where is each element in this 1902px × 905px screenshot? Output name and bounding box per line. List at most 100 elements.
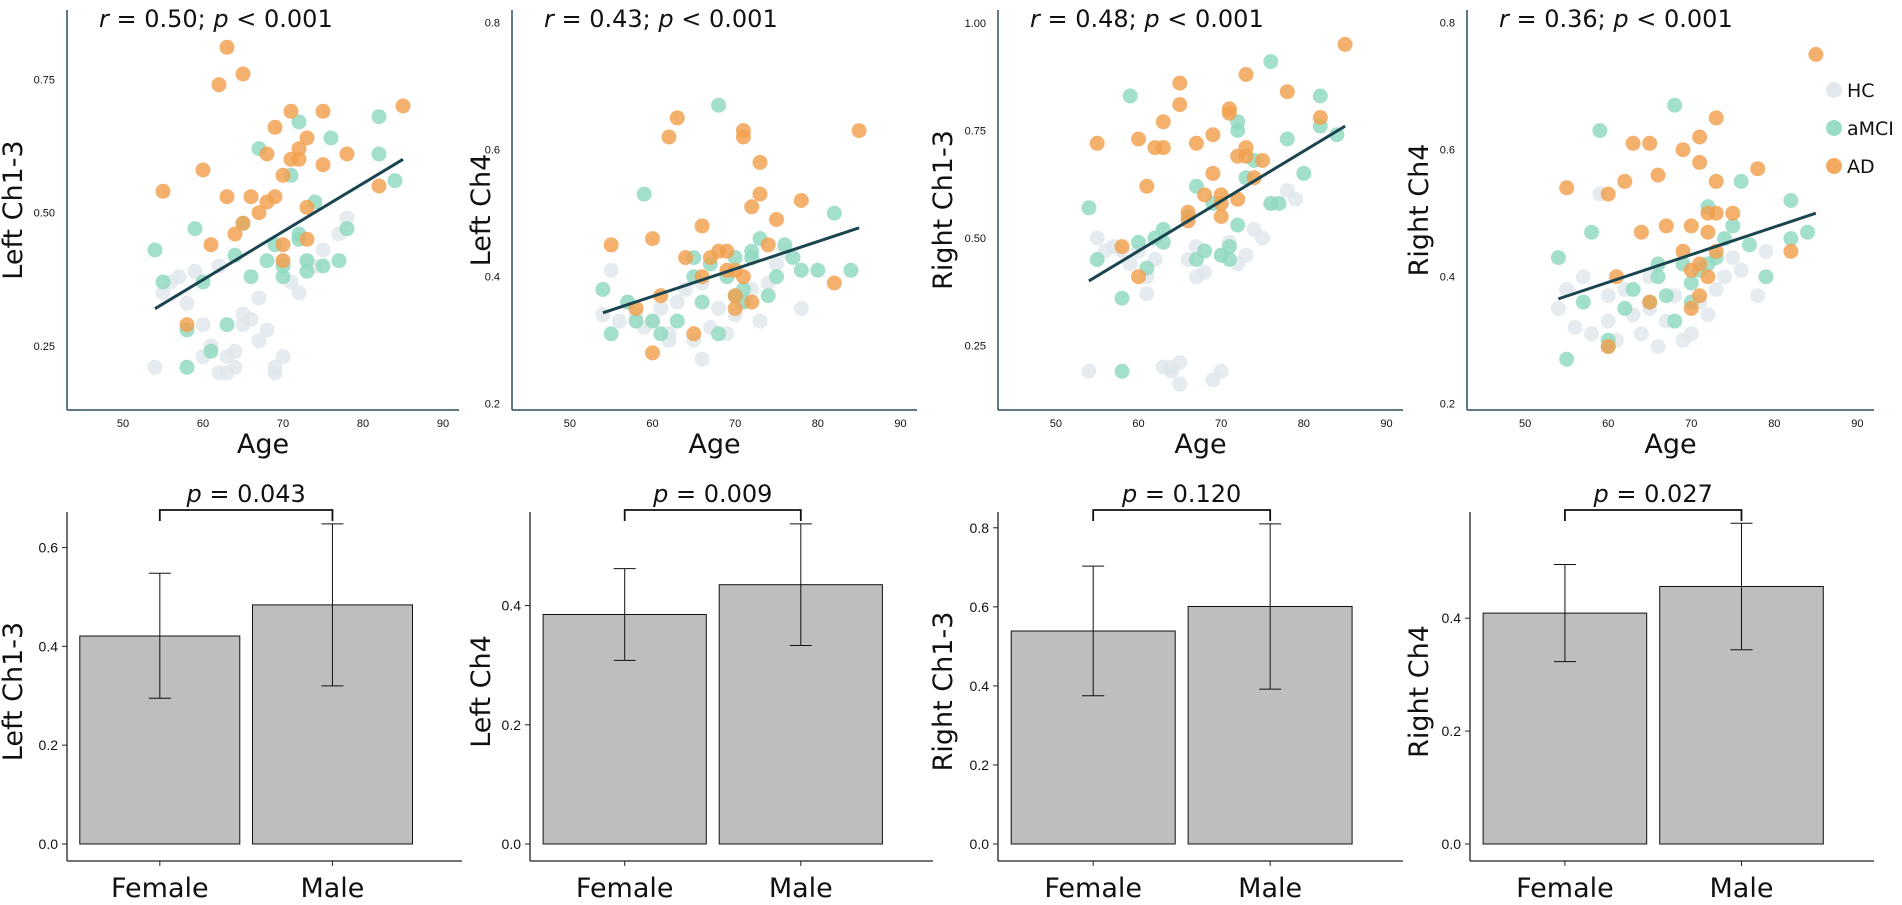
data-point (1584, 224, 1600, 240)
stat-symbol: p (1612, 5, 1628, 33)
x-tick-label: 50 (117, 418, 129, 430)
stat-value: = 0.48; (1040, 5, 1145, 33)
y-tick-label: 0.6 (39, 540, 59, 556)
x-tick-label: 70 (729, 418, 741, 430)
x-axis-title: Age (237, 429, 289, 460)
category-label-male: Male (1238, 873, 1302, 904)
data-point (1575, 269, 1591, 285)
data-point (1337, 36, 1353, 52)
significance-bracket: p = 0.120 (1092, 480, 1272, 521)
significance-bracket: p = 0.009 (623, 480, 802, 521)
y-tick-label: 0.0 (39, 836, 59, 852)
data-point (1279, 131, 1295, 147)
data-point (769, 212, 784, 227)
data-point (1139, 286, 1155, 302)
data-point (1081, 363, 1097, 379)
y-tick-label: 0.0 (1442, 836, 1462, 852)
data-point (1172, 355, 1188, 371)
data-point (1238, 247, 1254, 263)
data-point (1089, 135, 1105, 151)
data-point (727, 300, 743, 316)
data-point (1131, 234, 1146, 250)
data-point (769, 256, 784, 272)
data-point (1658, 288, 1674, 304)
data-point (1758, 243, 1774, 259)
data-point (235, 215, 251, 231)
bracket-line (1092, 509, 1272, 521)
data-point (195, 162, 211, 178)
data-point (1255, 153, 1270, 168)
x-tick-label: 80 (1768, 418, 1780, 430)
y-tick-label: 0.2 (1440, 399, 1455, 411)
stat-symbol: r (1030, 5, 1042, 33)
stat-symbol: p (1121, 480, 1137, 508)
data-point (653, 300, 669, 316)
y-tick-label: 0.50 (34, 208, 55, 220)
y-tick-label: 0.6 (970, 599, 990, 615)
data-point (155, 274, 171, 290)
data-point (711, 300, 727, 316)
data-point (735, 123, 751, 139)
significance-bracket: p = 0.027 (1564, 480, 1743, 521)
data-point (1633, 326, 1649, 342)
data-point (331, 253, 347, 269)
x-tick-label: 50 (564, 418, 576, 430)
data-point (339, 210, 355, 226)
data-point (1122, 88, 1138, 104)
data-point (1617, 173, 1633, 189)
p-value-label: p = 0.120 (1121, 480, 1241, 508)
data-point (147, 359, 163, 375)
data-point (1575, 294, 1591, 310)
legend-marker-ad (1826, 158, 1842, 174)
data-point (603, 262, 619, 278)
stat-value: = 0.027 (1609, 480, 1713, 508)
x-tick-label: 80 (1298, 418, 1310, 430)
category-label-female: Female (111, 873, 209, 904)
data-point (669, 294, 685, 310)
stat-value: = 0.120 (1137, 480, 1241, 508)
category-label-female: Female (1516, 873, 1614, 904)
stat-value: < 0.001 (674, 5, 778, 33)
data-point (291, 141, 307, 157)
data-point (227, 359, 243, 375)
data-point (653, 326, 669, 342)
bracket-line (623, 509, 802, 521)
data-point (1089, 230, 1105, 246)
data-point (1155, 140, 1171, 156)
y-tick-label: 0.75 (34, 74, 55, 86)
data-point (1296, 165, 1312, 181)
data-point (147, 242, 163, 258)
x-tick-label: 80 (812, 418, 824, 430)
data-point (1667, 313, 1683, 329)
data-point (694, 294, 710, 310)
series-ad (1089, 36, 1353, 285)
error-bar-female (148, 572, 171, 699)
data-point (1783, 243, 1799, 259)
x-tick-label: 80 (357, 418, 369, 430)
data-point (275, 167, 291, 183)
data-point (1625, 135, 1641, 151)
y-tick-label: 0.25 (34, 341, 55, 353)
data-point (669, 110, 685, 126)
bar-panel-2: 0.0 0.2 0.4 Female Male Left Ch4 p = 0.009 (466, 480, 933, 904)
bar-panel-3: 0.0 0.2 0.4 0.6 0.8 Female Male Right Ch1-3 p = … (928, 480, 1403, 904)
y-tick-label: 0.4 (39, 638, 59, 654)
y-axis-title: Left Ch4 (466, 154, 497, 267)
data-point (1708, 281, 1724, 297)
data-point (1271, 196, 1287, 211)
data-point (251, 333, 267, 349)
y-tick-label: 1.00 (965, 18, 986, 30)
regression-line (154, 158, 404, 310)
data-point (694, 218, 710, 234)
data-point (371, 109, 387, 125)
stat-value: = 0.43; (554, 5, 659, 33)
data-point (291, 285, 307, 301)
legend: HC aMCI AD (1826, 80, 1894, 178)
data-point (603, 326, 619, 342)
data-point (171, 269, 187, 285)
data-point (1221, 252, 1237, 267)
data-point (744, 199, 760, 215)
data-point (1559, 351, 1575, 367)
data-point (1188, 135, 1204, 151)
x-tick-label: 60 (1602, 418, 1614, 430)
